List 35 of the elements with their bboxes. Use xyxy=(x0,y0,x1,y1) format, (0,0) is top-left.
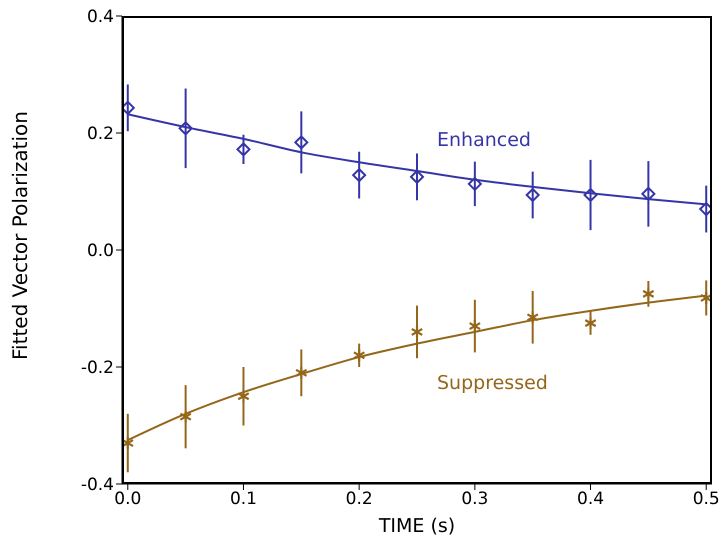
point xyxy=(179,410,192,424)
point xyxy=(468,318,482,334)
point xyxy=(352,348,366,362)
y-tick-label: 0.2 xyxy=(86,124,114,144)
x-tick-label: 0.5 xyxy=(692,489,720,510)
x-tick-label: 0.3 xyxy=(461,489,488,510)
series-label: Enhanced xyxy=(437,128,531,151)
point xyxy=(122,100,135,115)
point xyxy=(352,168,366,182)
point xyxy=(584,188,598,202)
point xyxy=(237,389,250,404)
y-tick-label: -0.2 xyxy=(80,358,114,378)
y-axis-title: Fitted Vector Polarization xyxy=(8,111,32,360)
point xyxy=(178,121,193,136)
x-axis-title: TIME (s) xyxy=(378,515,456,537)
text: Suppressed xyxy=(437,372,548,394)
point xyxy=(468,176,482,191)
point xyxy=(526,310,540,324)
point xyxy=(236,142,250,156)
point xyxy=(642,286,655,301)
point xyxy=(526,188,540,202)
point xyxy=(699,202,712,216)
y-tick-label: -0.4 xyxy=(80,475,114,496)
y-tick-label: 0.0 xyxy=(86,241,114,262)
x-tick-label: 0.4 xyxy=(577,489,604,510)
point xyxy=(410,324,424,339)
y-tick-label: 0.4 xyxy=(86,7,114,28)
point xyxy=(294,366,308,380)
point xyxy=(410,170,424,184)
point xyxy=(294,135,308,150)
point xyxy=(641,186,656,201)
x-tick-label: 0.0 xyxy=(114,489,142,510)
x-tick-label: 0.1 xyxy=(230,489,257,510)
point xyxy=(584,316,597,330)
x-tick-label: 0.2 xyxy=(346,489,373,510)
